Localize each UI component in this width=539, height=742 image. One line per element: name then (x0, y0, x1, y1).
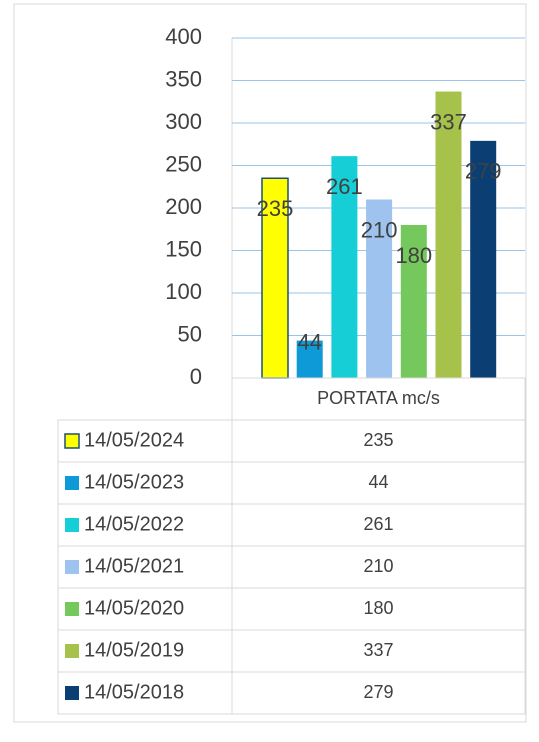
table-header-label: PORTATA mc/s (317, 388, 440, 408)
y-tick-label: 350 (165, 66, 202, 91)
legend-swatch (65, 560, 79, 574)
y-tick-label: 200 (165, 194, 202, 219)
legend-label: 14/05/2018 (84, 681, 184, 703)
y-tick-label: 150 (165, 236, 202, 261)
legend-swatch (65, 518, 79, 532)
data-label: 44 (297, 329, 321, 354)
table-value: 180 (363, 598, 393, 618)
data-label: 210 (361, 217, 398, 242)
data-label: 261 (326, 174, 363, 199)
legend-swatch (65, 602, 79, 616)
bar (366, 199, 393, 378)
legend-label: 14/05/2023 (84, 471, 184, 493)
table-value: 337 (363, 640, 393, 660)
data-label: 337 (430, 109, 467, 134)
data-label: 235 (257, 196, 294, 221)
y-tick-label: 50 (178, 321, 202, 346)
legend-label: 14/05/2021 (84, 555, 184, 577)
table-value: 44 (368, 472, 388, 492)
bar (400, 225, 427, 378)
legend-swatch (65, 644, 79, 658)
legend-swatch (64, 433, 80, 449)
bar (435, 91, 462, 379)
table-value: 279 (363, 682, 393, 702)
legend-swatch (65, 476, 79, 490)
data-label: 279 (465, 159, 502, 184)
legend-label: 14/05/2022 (84, 513, 184, 535)
y-tick-label: 0 (190, 364, 202, 389)
legend-label: 14/05/2024 (84, 429, 184, 451)
data-label: 180 (395, 243, 432, 268)
bar (296, 340, 323, 378)
table-value: 261 (363, 514, 393, 534)
legend-label: 14/05/2019 (84, 639, 184, 661)
table-row (57, 671, 526, 715)
y-tick-label: 250 (165, 151, 202, 176)
table-value: 210 (363, 556, 393, 576)
y-tick-label: 300 (165, 109, 202, 134)
legend-swatch (65, 686, 79, 700)
legend-label: 14/05/2020 (84, 597, 184, 619)
bar (470, 140, 497, 378)
table-value: 235 (363, 430, 393, 450)
bar (331, 156, 358, 378)
y-tick-label: 100 (165, 279, 202, 304)
y-tick-label: 400 (165, 24, 202, 49)
